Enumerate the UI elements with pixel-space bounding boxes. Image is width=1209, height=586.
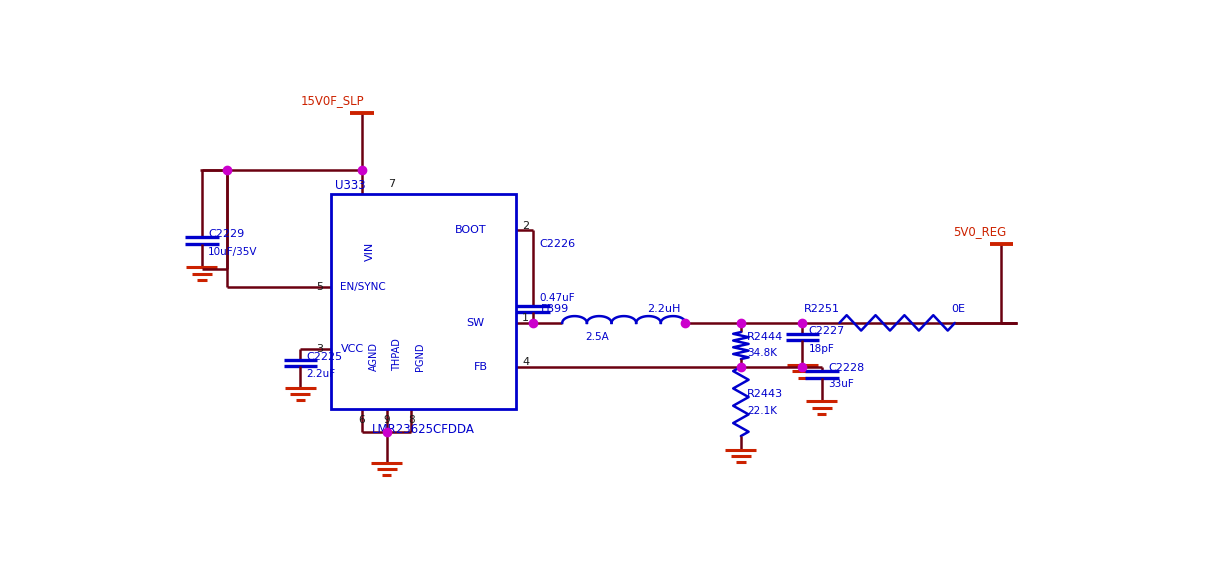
Text: AGND: AGND bbox=[369, 342, 378, 370]
Text: 34.8K: 34.8K bbox=[747, 347, 777, 357]
Text: 18pF: 18pF bbox=[809, 344, 834, 354]
Text: 8: 8 bbox=[407, 415, 415, 425]
Text: EN/SYNC: EN/SYNC bbox=[341, 282, 386, 292]
Text: 4: 4 bbox=[522, 357, 530, 367]
Text: BOOT: BOOT bbox=[455, 226, 486, 236]
Text: C2229: C2229 bbox=[208, 229, 244, 239]
Text: U333: U333 bbox=[335, 179, 365, 192]
Text: 9: 9 bbox=[383, 415, 391, 425]
Text: 15V0F_SLP: 15V0F_SLP bbox=[301, 94, 364, 107]
Text: 6: 6 bbox=[359, 415, 365, 425]
Text: C2225: C2225 bbox=[307, 352, 342, 362]
Text: FB99: FB99 bbox=[540, 304, 569, 314]
Text: R2444: R2444 bbox=[747, 332, 783, 342]
Text: 2.2uF: 2.2uF bbox=[307, 369, 336, 379]
Text: C2227: C2227 bbox=[809, 326, 845, 336]
Text: 1: 1 bbox=[522, 314, 530, 323]
Text: C2226: C2226 bbox=[539, 239, 575, 249]
Text: 10uF/35V: 10uF/35V bbox=[208, 247, 258, 257]
Text: 5V0_REG: 5V0_REG bbox=[954, 225, 1007, 238]
Text: 0E: 0E bbox=[951, 304, 965, 314]
Text: LMR23625CFDDA: LMR23625CFDDA bbox=[372, 423, 475, 436]
Text: VIN: VIN bbox=[365, 241, 375, 261]
Text: 7: 7 bbox=[388, 179, 395, 189]
Text: 0.47uF: 0.47uF bbox=[539, 293, 574, 303]
Text: PGND: PGND bbox=[415, 342, 424, 370]
Text: R2251: R2251 bbox=[804, 304, 840, 314]
Text: 5: 5 bbox=[316, 282, 323, 292]
Text: THPAD: THPAD bbox=[392, 338, 401, 370]
Text: SW: SW bbox=[465, 318, 484, 328]
Text: VCC: VCC bbox=[341, 344, 364, 354]
Text: 2.2uH: 2.2uH bbox=[647, 304, 681, 314]
Text: 3: 3 bbox=[316, 344, 323, 354]
Text: 22.1K: 22.1K bbox=[747, 406, 777, 415]
Text: 2: 2 bbox=[522, 221, 530, 231]
Text: 33uF: 33uF bbox=[828, 379, 854, 389]
Text: FB: FB bbox=[474, 362, 487, 372]
Text: 2.5A: 2.5A bbox=[585, 332, 609, 342]
Text: R2443: R2443 bbox=[747, 389, 783, 398]
Bar bbox=[331, 193, 516, 409]
Text: C2228: C2228 bbox=[828, 363, 864, 373]
